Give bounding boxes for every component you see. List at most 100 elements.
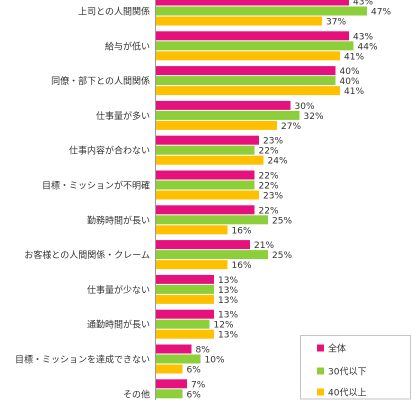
value-unit: % (270, 182, 279, 192)
value-unit: % (364, 0, 373, 8)
value-label: 13% (218, 276, 238, 286)
value-unit: % (229, 331, 238, 341)
bar-all (155, 240, 250, 250)
bar-40s-and-over (155, 86, 340, 96)
bar-40s-and-over (155, 190, 259, 200)
value-label: 47% (371, 8, 391, 18)
value-number: 41 (344, 87, 355, 97)
bar-40s-and-over (155, 16, 322, 26)
value-label: 22% (259, 182, 279, 192)
category-label: 仕事内容が合わない (69, 145, 150, 157)
value-number: 25 (272, 216, 283, 226)
value-label: 43% (353, 0, 373, 8)
bar-30s-and-under (155, 145, 255, 155)
value-number: 6 (187, 366, 193, 376)
bar-40s-and-over (155, 225, 228, 235)
value-unit: % (292, 122, 301, 132)
value-unit: % (201, 346, 210, 356)
value-unit: % (270, 172, 279, 182)
value-number: 16 (232, 226, 244, 236)
legend-swatch-30s-and-under (317, 367, 324, 375)
value-unit: % (229, 286, 238, 296)
value-label: 22% (259, 147, 279, 157)
bar-30s-and-under (155, 41, 354, 51)
value-label: 13% (218, 286, 238, 296)
bar-40s-and-over (155, 51, 340, 61)
value-label: 30% (295, 102, 315, 112)
bar-all (155, 205, 255, 215)
value-unit: % (229, 276, 238, 286)
value-number: 40 (340, 77, 352, 87)
value-number: 10 (205, 356, 217, 366)
category-label: 上司との人間関係 (78, 7, 150, 18)
legend: 全体 30代以下 40代以上 (300, 335, 411, 400)
bar-all (155, 309, 214, 319)
value-label: 23% (263, 192, 283, 202)
value-unit: % (274, 137, 283, 147)
value-number: 24 (268, 157, 280, 167)
value-label: 8% (196, 346, 211, 356)
bar-40s-and-over (155, 294, 214, 304)
bar-all (155, 66, 336, 76)
value-label: 10% (205, 356, 225, 366)
bar-30s-and-under (155, 6, 367, 16)
value-number: 37 (326, 18, 337, 28)
value-label: 12% (214, 321, 234, 331)
value-number: 21 (254, 241, 265, 251)
value-number: 6 (187, 390, 193, 400)
value-label: 21% (254, 241, 274, 251)
category-label: 仕事量が少ない (87, 284, 150, 296)
bar-all (155, 100, 291, 110)
value-label: 6% (187, 390, 202, 400)
plot-area: 上司との人間関係43%47%37%給与が低い43%44%41%同僚・部下との人間… (15, 0, 391, 400)
value-number: 23 (263, 137, 274, 147)
value-number: 13 (218, 311, 229, 321)
legend-swatch-40s-and-over (317, 388, 324, 396)
value-label: 40% (340, 67, 360, 77)
value-unit: % (283, 216, 292, 226)
bar-30s-and-under (155, 250, 268, 260)
value-label: 37% (326, 18, 346, 28)
value-unit: % (192, 390, 201, 400)
value-number: 13 (218, 331, 229, 341)
value-number: 22 (259, 182, 270, 192)
value-label: 16% (232, 226, 252, 236)
legend-label-30s-and-under: 30代以下 (328, 367, 366, 378)
value-label: 22% (259, 172, 279, 182)
value-number: 22 (259, 172, 270, 182)
value-label: 27% (281, 122, 301, 132)
value-unit: % (382, 8, 391, 18)
bar-all (155, 379, 187, 389)
value-label: 44% (358, 42, 378, 52)
value-number: 41 (344, 52, 355, 62)
value-number: 16 (232, 261, 244, 271)
value-number: 8 (196, 346, 202, 356)
bar-all (155, 31, 349, 41)
bar-30s-and-under (155, 180, 255, 190)
bar-all (155, 344, 192, 354)
bar-30s-and-under (155, 354, 201, 364)
value-label: 25% (272, 216, 292, 226)
value-unit: % (306, 102, 315, 112)
value-label: 13% (218, 296, 238, 306)
value-number: 13 (218, 296, 229, 306)
value-label: 23% (263, 137, 283, 147)
value-unit: % (229, 311, 238, 321)
value-label: 13% (218, 331, 238, 341)
value-number: 43 (353, 0, 364, 8)
value-number: 44 (358, 42, 370, 52)
value-unit: % (225, 321, 234, 331)
value-label: 13% (218, 311, 238, 321)
bar-40s-and-over (155, 260, 228, 270)
value-number: 27 (281, 122, 292, 132)
bar-30s-and-under (155, 110, 300, 120)
value-number: 22 (259, 147, 270, 157)
value-unit: % (192, 366, 201, 376)
category-label: 目標・ミッションが不明確 (42, 180, 150, 192)
category-label: 仕事量が多い (96, 110, 150, 122)
value-number: 47 (371, 8, 382, 18)
value-label: 41% (344, 52, 364, 62)
bar-30s-and-under (155, 319, 210, 329)
value-number: 23 (263, 192, 274, 202)
